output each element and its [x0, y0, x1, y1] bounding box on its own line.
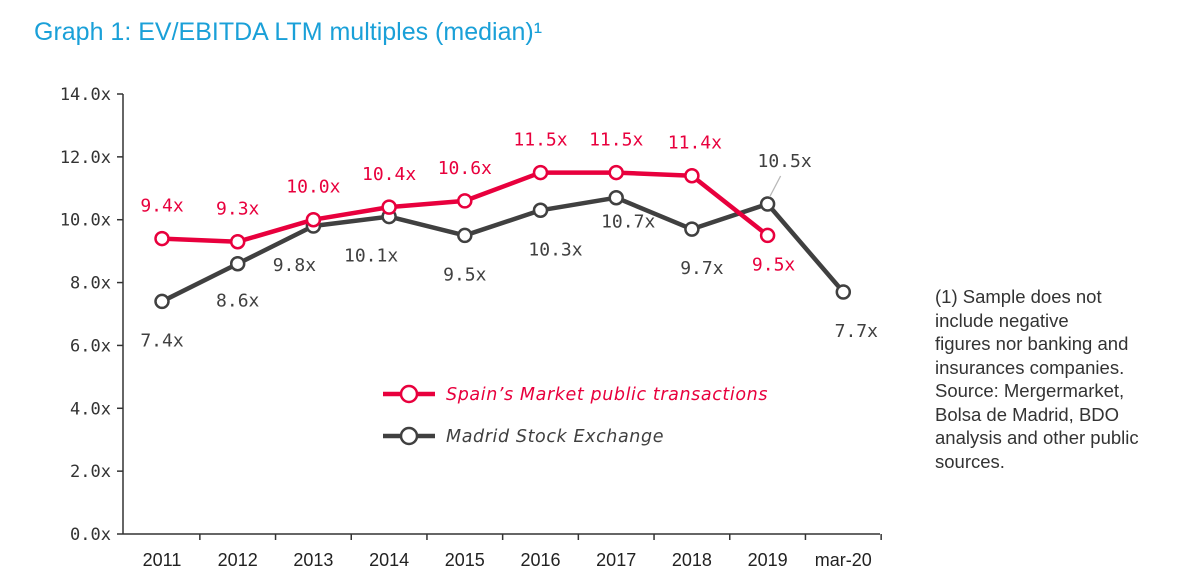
- data-label: 10.7x: [601, 212, 655, 233]
- y-tick-label: 6.0x: [70, 336, 111, 356]
- footnote-line: analysis and other public: [935, 427, 1139, 448]
- x-tick-label: 2011: [143, 550, 182, 570]
- label-leader-line: [769, 175, 782, 198]
- data-point: [608, 189, 624, 206]
- data-label: 11.5x: [513, 130, 567, 151]
- footnote-line: include negative: [935, 309, 1069, 331]
- data-point: [305, 211, 322, 228]
- data-point: [532, 164, 549, 181]
- footnote-line: Bolsa de Madrid, BDO: [935, 403, 1120, 425]
- footnote-line: Source: Mergermarket,: [935, 380, 1125, 401]
- footnote-line: (1) Sample does not: [935, 286, 1102, 307]
- y-tick-label: 0.0x: [70, 525, 111, 545]
- data-label: 7.7x: [835, 321, 879, 342]
- data-label: 8.6x: [216, 291, 260, 312]
- chart-title: Graph 1: EV/EBITDA LTM multiples (median…: [34, 18, 543, 46]
- x-tick-label: 2012: [218, 550, 258, 570]
- data-point: [154, 230, 170, 247]
- data-point: [759, 196, 776, 212]
- data-point: [229, 233, 246, 250]
- data-label: 11.5x: [589, 130, 643, 151]
- x-tick-label: 2015: [445, 550, 485, 570]
- x-tick-label: 2016: [520, 550, 560, 570]
- data-label: 9.5x: [443, 264, 487, 285]
- legend-label: Spain’s Market public transactions: [446, 385, 768, 405]
- data-label: 9.8x: [273, 255, 317, 276]
- y-tick-label: 2.0x: [70, 462, 111, 482]
- y-tick-label: 4.0x: [70, 399, 111, 419]
- data-point: [835, 284, 852, 300]
- y-tick-label: 10.0x: [60, 211, 111, 231]
- y-tick-label: 14.0x: [60, 85, 111, 105]
- footnote-line: figures nor banking and: [935, 333, 1129, 354]
- data-label: 11.4x: [668, 133, 722, 154]
- data-point: [532, 202, 549, 219]
- y-tick-label: 8.0x: [70, 274, 111, 294]
- data-point: [154, 293, 170, 310]
- data-label: 9.5x: [752, 254, 796, 275]
- data-label: 10.6x: [438, 158, 492, 179]
- data-point: [457, 227, 473, 244]
- x-tick-label: 2013: [293, 550, 333, 570]
- x-tick-label: 2014: [369, 550, 409, 570]
- data-label: 7.4x: [140, 330, 184, 351]
- legend-swatch-marker: [399, 426, 419, 446]
- footnote-line: insurances companies.: [935, 356, 1125, 378]
- data-label: 9.3x: [216, 199, 260, 220]
- footnote: (1) Sample does not include negative fig…: [935, 285, 1180, 473]
- data-point: [684, 221, 700, 237]
- data-label: 10.1x: [344, 246, 398, 267]
- data-point: [684, 167, 700, 184]
- data-point: [608, 164, 624, 181]
- data-label: 10.4x: [362, 164, 416, 185]
- y-tick-label: 12.0x: [60, 148, 111, 168]
- data-label: 10.0x: [286, 177, 340, 198]
- data-point: [229, 255, 246, 272]
- legend-swatch-marker: [399, 384, 419, 404]
- data-point: [457, 193, 473, 209]
- x-tick-label: 2017: [596, 550, 636, 570]
- legend-label: Madrid Stock Exchange: [446, 427, 664, 447]
- x-tick-label: mar-20: [815, 550, 872, 570]
- data-label: 10.3x: [528, 239, 582, 260]
- data-label: 9.4x: [140, 196, 184, 217]
- x-tick-label: 2018: [672, 550, 712, 570]
- data-point: [381, 199, 397, 215]
- data-label: 9.7x: [680, 258, 724, 279]
- series-line: [160, 195, 846, 304]
- data-point: [759, 227, 776, 244]
- x-tick-label: 2019: [748, 550, 788, 570]
- footnote-line: sources.: [935, 450, 1005, 472]
- data-label: 10.5x: [758, 151, 812, 172]
